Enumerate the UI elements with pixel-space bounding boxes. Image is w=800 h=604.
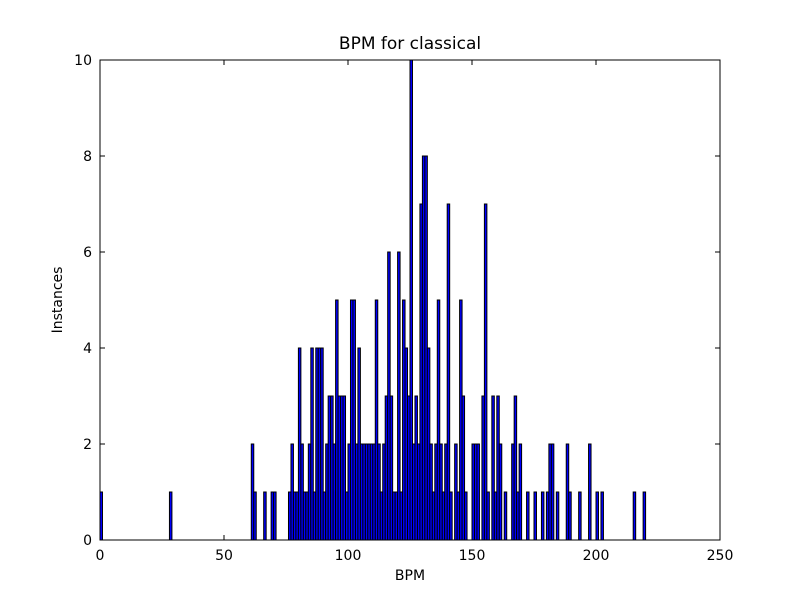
y-tick-label: 0 bbox=[83, 533, 92, 549]
y-tick-label: 6 bbox=[83, 245, 92, 261]
y-tick-label: 8 bbox=[83, 149, 92, 165]
y-tick-label: 4 bbox=[83, 341, 92, 357]
histogram-bar bbox=[446, 203, 451, 541]
histogram-bar bbox=[498, 443, 503, 541]
histogram-bar bbox=[642, 491, 647, 541]
y-tick-label: 2 bbox=[83, 437, 92, 453]
x-tick-label: 250 bbox=[707, 548, 734, 564]
y-tick-label: 10 bbox=[74, 53, 92, 69]
histogram-bar bbox=[253, 491, 257, 541]
histogram-bar bbox=[449, 491, 453, 541]
histogram-bar bbox=[486, 491, 490, 541]
histogram-bar bbox=[555, 491, 560, 541]
histogram-bar bbox=[483, 203, 488, 541]
histogram-bar bbox=[464, 491, 468, 541]
histogram-bar bbox=[503, 491, 508, 541]
x-axis: 0 50 100 150 200 250 bbox=[96, 60, 734, 564]
x-axis-label: BPM bbox=[394, 568, 426, 584]
histogram-bar bbox=[550, 443, 555, 541]
histogram-bar bbox=[595, 491, 599, 541]
histogram-bar bbox=[526, 491, 530, 541]
x-tick-label: 50 bbox=[215, 548, 233, 564]
x-tick-label: 200 bbox=[583, 548, 610, 564]
histogram-bar bbox=[533, 491, 537, 541]
x-tick-label: 0 bbox=[96, 548, 105, 564]
histogram-bar bbox=[600, 491, 604, 541]
histogram-bar bbox=[568, 491, 572, 541]
y-axis-label: Instances bbox=[50, 266, 66, 334]
histogram-bar bbox=[168, 491, 173, 541]
histogram-bar bbox=[632, 491, 637, 541]
x-tick-label: 100 bbox=[335, 548, 362, 564]
histogram-bar bbox=[578, 491, 582, 541]
y-axis: 0 2 4 6 8 10 bbox=[74, 53, 720, 549]
histogram-bar bbox=[263, 491, 267, 541]
chart-title: BPM for classical bbox=[338, 34, 482, 54]
histogram-bar bbox=[476, 443, 480, 541]
bars-group bbox=[99, 59, 647, 541]
plot-frame bbox=[99, 59, 721, 541]
x-tick-label: 150 bbox=[459, 548, 486, 564]
histogram-bar bbox=[518, 443, 523, 541]
histogram-bar bbox=[540, 491, 545, 541]
histogram-bar bbox=[273, 491, 277, 541]
histogram-bar bbox=[588, 443, 592, 541]
